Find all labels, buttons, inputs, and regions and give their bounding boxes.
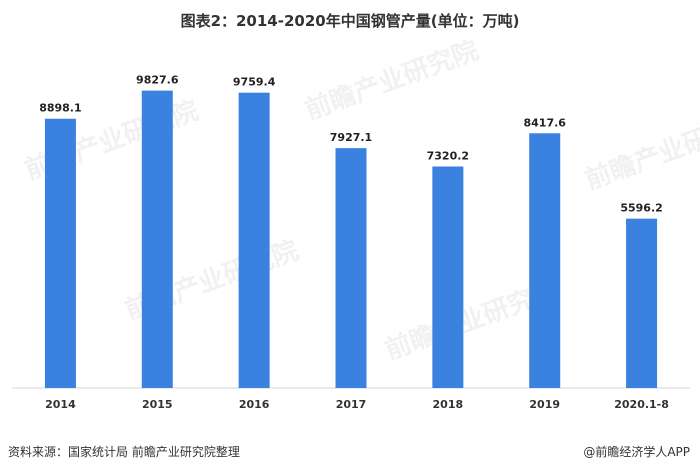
x-tick-2017: 2017 [336, 398, 367, 411]
bar-2015 [141, 90, 173, 388]
data-label-2014: 8898.1 [39, 102, 81, 115]
bars-group: 8898.1 2014 9827.6 2015 9759.4 2016 7927.1 2017… [39, 74, 669, 411]
bar-2014 [44, 118, 76, 389]
bar-2019 [529, 133, 561, 388]
x-tick-2020.1-8: 2020.1-8 [614, 398, 669, 411]
data-label-2016: 9759.4 [233, 76, 276, 89]
x-tick-2014: 2014 [45, 398, 76, 411]
x-tick-2016: 2016 [239, 398, 270, 411]
data-label-2017: 7927.1 [330, 131, 372, 144]
x-tick-2019: 2019 [529, 398, 560, 411]
bar-2020.1-8 [626, 218, 658, 388]
data-label-2019: 8417.6 [523, 116, 566, 129]
data-label-2018: 7320.2 [427, 149, 469, 162]
source-note: 资料来源：国家统计局 前瞻产业研究院整理 [8, 445, 240, 459]
data-label-2015: 9827.6 [136, 74, 179, 87]
brand-label: @前瞻经济学人APP [583, 445, 690, 459]
x-tick-2018: 2018 [433, 398, 464, 411]
data-label-2020.1-8: 5596.2 [620, 202, 662, 215]
bar-2016 [238, 92, 270, 389]
x-tick-2015: 2015 [142, 398, 173, 411]
bar-2018 [432, 166, 464, 388]
chart-title: 图表2：2014-2020年中国钢管产量(单位：万吨) [180, 12, 520, 30]
bar-2017 [335, 148, 367, 388]
